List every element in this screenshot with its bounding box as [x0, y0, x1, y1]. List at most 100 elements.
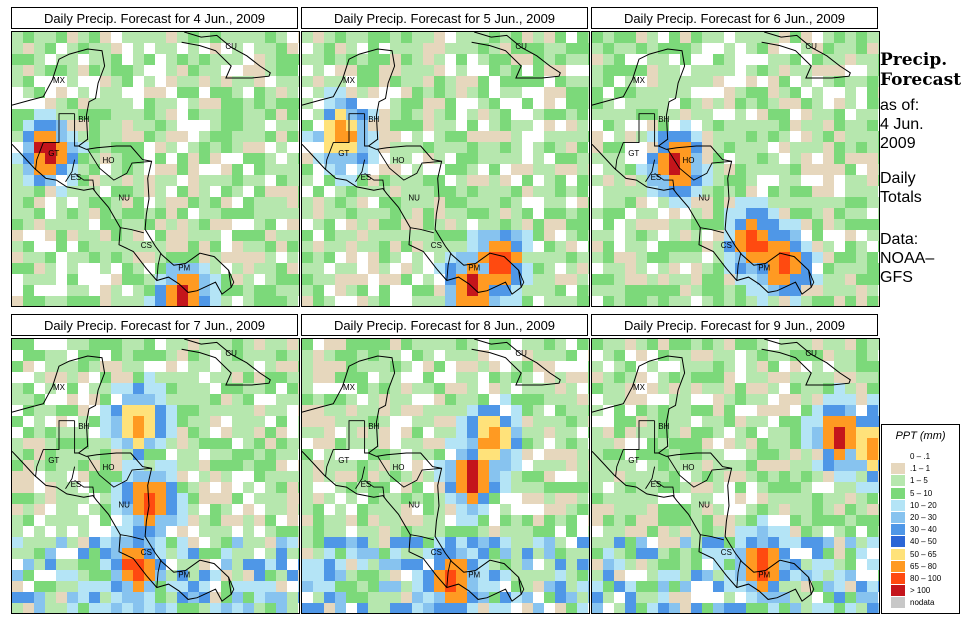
precip-cell [867, 230, 878, 241]
precip-cell [647, 65, 658, 76]
precip-cell [878, 449, 879, 460]
precip-cell [724, 285, 735, 296]
precip-cell [122, 274, 133, 285]
precip-cell [357, 109, 368, 120]
precip-cell [867, 109, 878, 120]
precip-cell [735, 186, 746, 197]
precip-cell [155, 65, 166, 76]
precip-cell [768, 383, 779, 394]
precip-cell [23, 241, 34, 252]
precip-cell [603, 493, 614, 504]
precip-cell [456, 186, 467, 197]
precip-cell [78, 274, 89, 285]
precip-cell [625, 87, 636, 98]
precip-cell [680, 252, 691, 263]
precip-cell [533, 76, 544, 87]
precip-cell [254, 383, 265, 394]
precip-cell [779, 449, 790, 460]
precip-cell [614, 142, 625, 153]
precip-cell [713, 65, 724, 76]
precip-cell [368, 350, 379, 361]
precip-cell [401, 219, 412, 230]
precip-cell [298, 208, 299, 219]
precip-cell [647, 87, 658, 98]
precip-cell [522, 274, 533, 285]
country-border [120, 227, 144, 234]
precip-cell [390, 559, 401, 570]
precip-cell [221, 186, 232, 197]
precip-cell [379, 438, 390, 449]
precip-cell [812, 405, 823, 416]
precip-cell [265, 208, 276, 219]
precip-cell [522, 142, 533, 153]
precip-cell [155, 208, 166, 219]
precip-cell [878, 285, 879, 296]
precip-cell [867, 581, 878, 592]
precip-cell [467, 208, 478, 219]
precip-cell [533, 120, 544, 131]
precip-cell [67, 482, 78, 493]
precip-cell [735, 131, 746, 142]
precip-cell [812, 54, 823, 65]
precip-cell [221, 416, 232, 427]
precip-cell [511, 98, 522, 109]
precip-cell [614, 526, 625, 537]
precip-cell [357, 120, 368, 131]
precip-cell [746, 164, 757, 175]
precip-cell [456, 482, 467, 493]
precip-cell [199, 54, 210, 65]
precip-cell [34, 504, 45, 515]
precip-cell [368, 592, 379, 603]
precip-cell [357, 383, 368, 394]
precip-cell [122, 164, 133, 175]
precip-cell [467, 120, 478, 131]
precip-cell [287, 537, 298, 548]
precip-cell [713, 570, 724, 581]
precip-cell [691, 361, 702, 372]
precip-cell [680, 142, 691, 153]
precip-cell [746, 32, 757, 43]
precip-cell [658, 383, 669, 394]
precip-cell [522, 383, 533, 394]
precip-cell [144, 372, 155, 383]
precip-cell [155, 76, 166, 87]
precip-cell [625, 383, 636, 394]
precip-cell [346, 372, 357, 383]
precip-cell [522, 263, 533, 274]
precip-cell [500, 515, 511, 526]
precip-cell [357, 548, 368, 559]
precip-cell [221, 241, 232, 252]
precip-cell [577, 471, 588, 482]
precip-cell [878, 383, 879, 394]
precip-cell [511, 482, 522, 493]
precip-cell [533, 482, 544, 493]
precip-cell [522, 471, 533, 482]
precip-cell [34, 153, 45, 164]
precip-cell [500, 570, 511, 581]
precip-cell [592, 482, 603, 493]
precip-cell [265, 87, 276, 98]
precip-cell [335, 32, 346, 43]
precip-cell [801, 361, 812, 372]
precip-cell [511, 372, 522, 383]
precip-cell [790, 98, 801, 109]
precip-cell [588, 32, 589, 43]
precip-cell [478, 43, 489, 54]
precip-cell [221, 526, 232, 537]
precip-cell [346, 87, 357, 98]
precip-cell [23, 109, 34, 120]
precip-cell [636, 438, 647, 449]
precip-cell [592, 87, 603, 98]
precip-cell [603, 186, 614, 197]
precip-cell [603, 76, 614, 87]
country-label: BH [78, 422, 89, 431]
precip-cell [735, 383, 746, 394]
precip-cell [335, 427, 346, 438]
precip-cell [544, 296, 555, 306]
precip-cell [188, 383, 199, 394]
precip-cell [713, 471, 724, 482]
precip-cell [12, 285, 23, 296]
precip-cell [254, 504, 265, 515]
precip-cell [489, 43, 500, 54]
precip-cell [489, 526, 500, 537]
